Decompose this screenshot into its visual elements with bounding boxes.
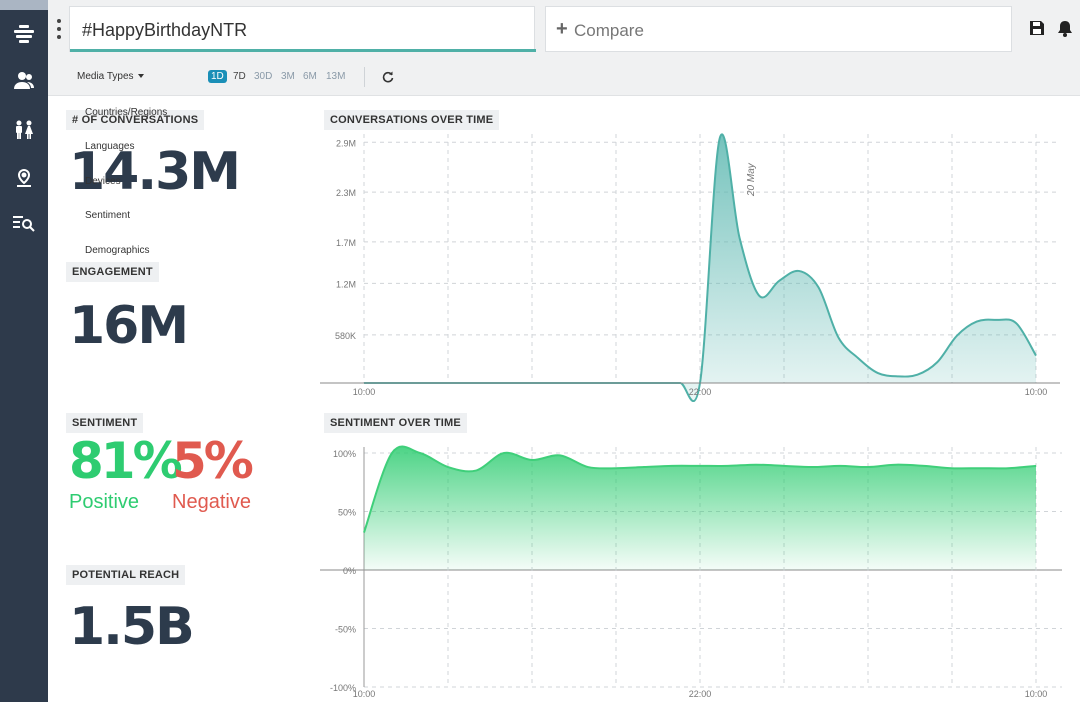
- search-input[interactable]: #HappyBirthdayNTR: [69, 6, 536, 52]
- bell-icon[interactable]: [1057, 20, 1075, 38]
- sentiment-label: SENTIMENT: [66, 413, 144, 433]
- people-icon[interactable]: [12, 118, 36, 142]
- y-tick-label: 2.9M: [336, 138, 356, 148]
- range-30d[interactable]: 30D: [254, 71, 273, 82]
- x-tick-label: 10:00: [353, 387, 376, 397]
- menu-item-languages[interactable]: Languages: [85, 141, 135, 152]
- search-active-underline: [70, 49, 536, 52]
- sentiment-over-time-chart: 100%50%0%-50%-100%10:00 22:00 10:00: [320, 445, 1062, 699]
- header-bar: #HappyBirthdayNTR + Compare: [48, 0, 1080, 58]
- sidebar: [0, 0, 48, 702]
- x-tick-label: 10:00: [1025, 387, 1048, 397]
- conversations-chart-title: CONVERSATIONS OVER TIME: [324, 110, 500, 130]
- x-tick-label: 10:00: [1025, 689, 1048, 699]
- x-tick-label: 10:00: [353, 689, 376, 699]
- layers-icon[interactable]: [12, 22, 36, 46]
- range-3m[interactable]: 3M: [281, 71, 295, 82]
- chevron-down-icon: [137, 74, 144, 79]
- y-tick-label: 100%: [333, 449, 356, 459]
- compare-label: Compare: [574, 21, 644, 40]
- engagement-label: ENGAGEMENT: [66, 262, 159, 282]
- save-icon[interactable]: [1029, 20, 1047, 38]
- x-tick-label: 22:00: [689, 689, 712, 699]
- x-tick-label: 22:00: [689, 387, 712, 397]
- toolbar-divider: [364, 67, 365, 87]
- date-annotation: 20 May: [746, 162, 757, 197]
- conversations-over-time-chart: 580K 1.2M 1.7M 2.3M 2.9M 10:00 22:00 10:00 20 Ma…: [320, 133, 1060, 402]
- y-tick-label: -100%: [330, 683, 356, 693]
- filter-toolbar: Media Types 1D 7D 30D 3M 6M 13M: [48, 58, 1080, 96]
- menu-item-demographics[interactable]: Demographics: [85, 245, 150, 256]
- negative-sentiment-value: 5%: [172, 432, 254, 490]
- engagement-value: 16M: [69, 296, 189, 356]
- range-1d[interactable]: 1D: [208, 70, 227, 83]
- plus-icon: +: [556, 18, 568, 40]
- y-tick-label: 50%: [338, 508, 356, 518]
- sentiment-line: [363, 445, 1037, 533]
- conversations-value: 14.3M: [69, 142, 241, 202]
- media-types-dropdown[interactable]: Media Types: [77, 71, 144, 82]
- y-tick-label: 2.3M: [336, 188, 356, 198]
- sentiment-chart-title: SENTIMENT OVER TIME: [324, 413, 467, 433]
- range-13m[interactable]: 13M: [326, 71, 346, 82]
- negative-sentiment-label: Negative: [172, 491, 251, 513]
- menu-item-sentiment[interactable]: Sentiment: [85, 210, 131, 221]
- conversations-label: # OF CONVERSATIONS: [66, 110, 205, 130]
- y-tick-label: 1.7M: [336, 238, 356, 248]
- map-pin-icon[interactable]: [12, 166, 36, 190]
- menu-item-devices[interactable]: Devices: [85, 176, 121, 187]
- menu-item-countries[interactable]: Countries/Regions: [85, 107, 168, 118]
- sentiment-area: [364, 446, 1036, 570]
- conversations-area: [364, 134, 1036, 402]
- media-types-label: Media Types: [77, 71, 134, 82]
- y-tick-label: 1.2M: [336, 279, 356, 289]
- refresh-icon[interactable]: [382, 70, 394, 83]
- search-query-text[interactable]: #HappyBirthdayNTR: [82, 20, 248, 40]
- more-menu-icon[interactable]: [54, 19, 64, 39]
- y-tick-label: 580K: [335, 331, 356, 341]
- compare-input[interactable]: + Compare: [545, 6, 1012, 52]
- reach-label: POTENTIAL REACH: [66, 565, 186, 585]
- y-tick-label: -50%: [335, 625, 356, 635]
- positive-sentiment-value: 81%: [69, 432, 183, 490]
- sidebar-top-accent: [0, 0, 48, 10]
- range-7d[interactable]: 7D: [233, 71, 246, 82]
- positive-sentiment-label: Positive: [69, 491, 140, 513]
- list-search-icon[interactable]: [12, 211, 36, 235]
- reach-value: 1.5B: [69, 597, 195, 657]
- range-6m[interactable]: 6M: [303, 71, 317, 82]
- y-tick-label: 0%: [343, 566, 356, 576]
- users-icon[interactable]: [12, 69, 36, 93]
